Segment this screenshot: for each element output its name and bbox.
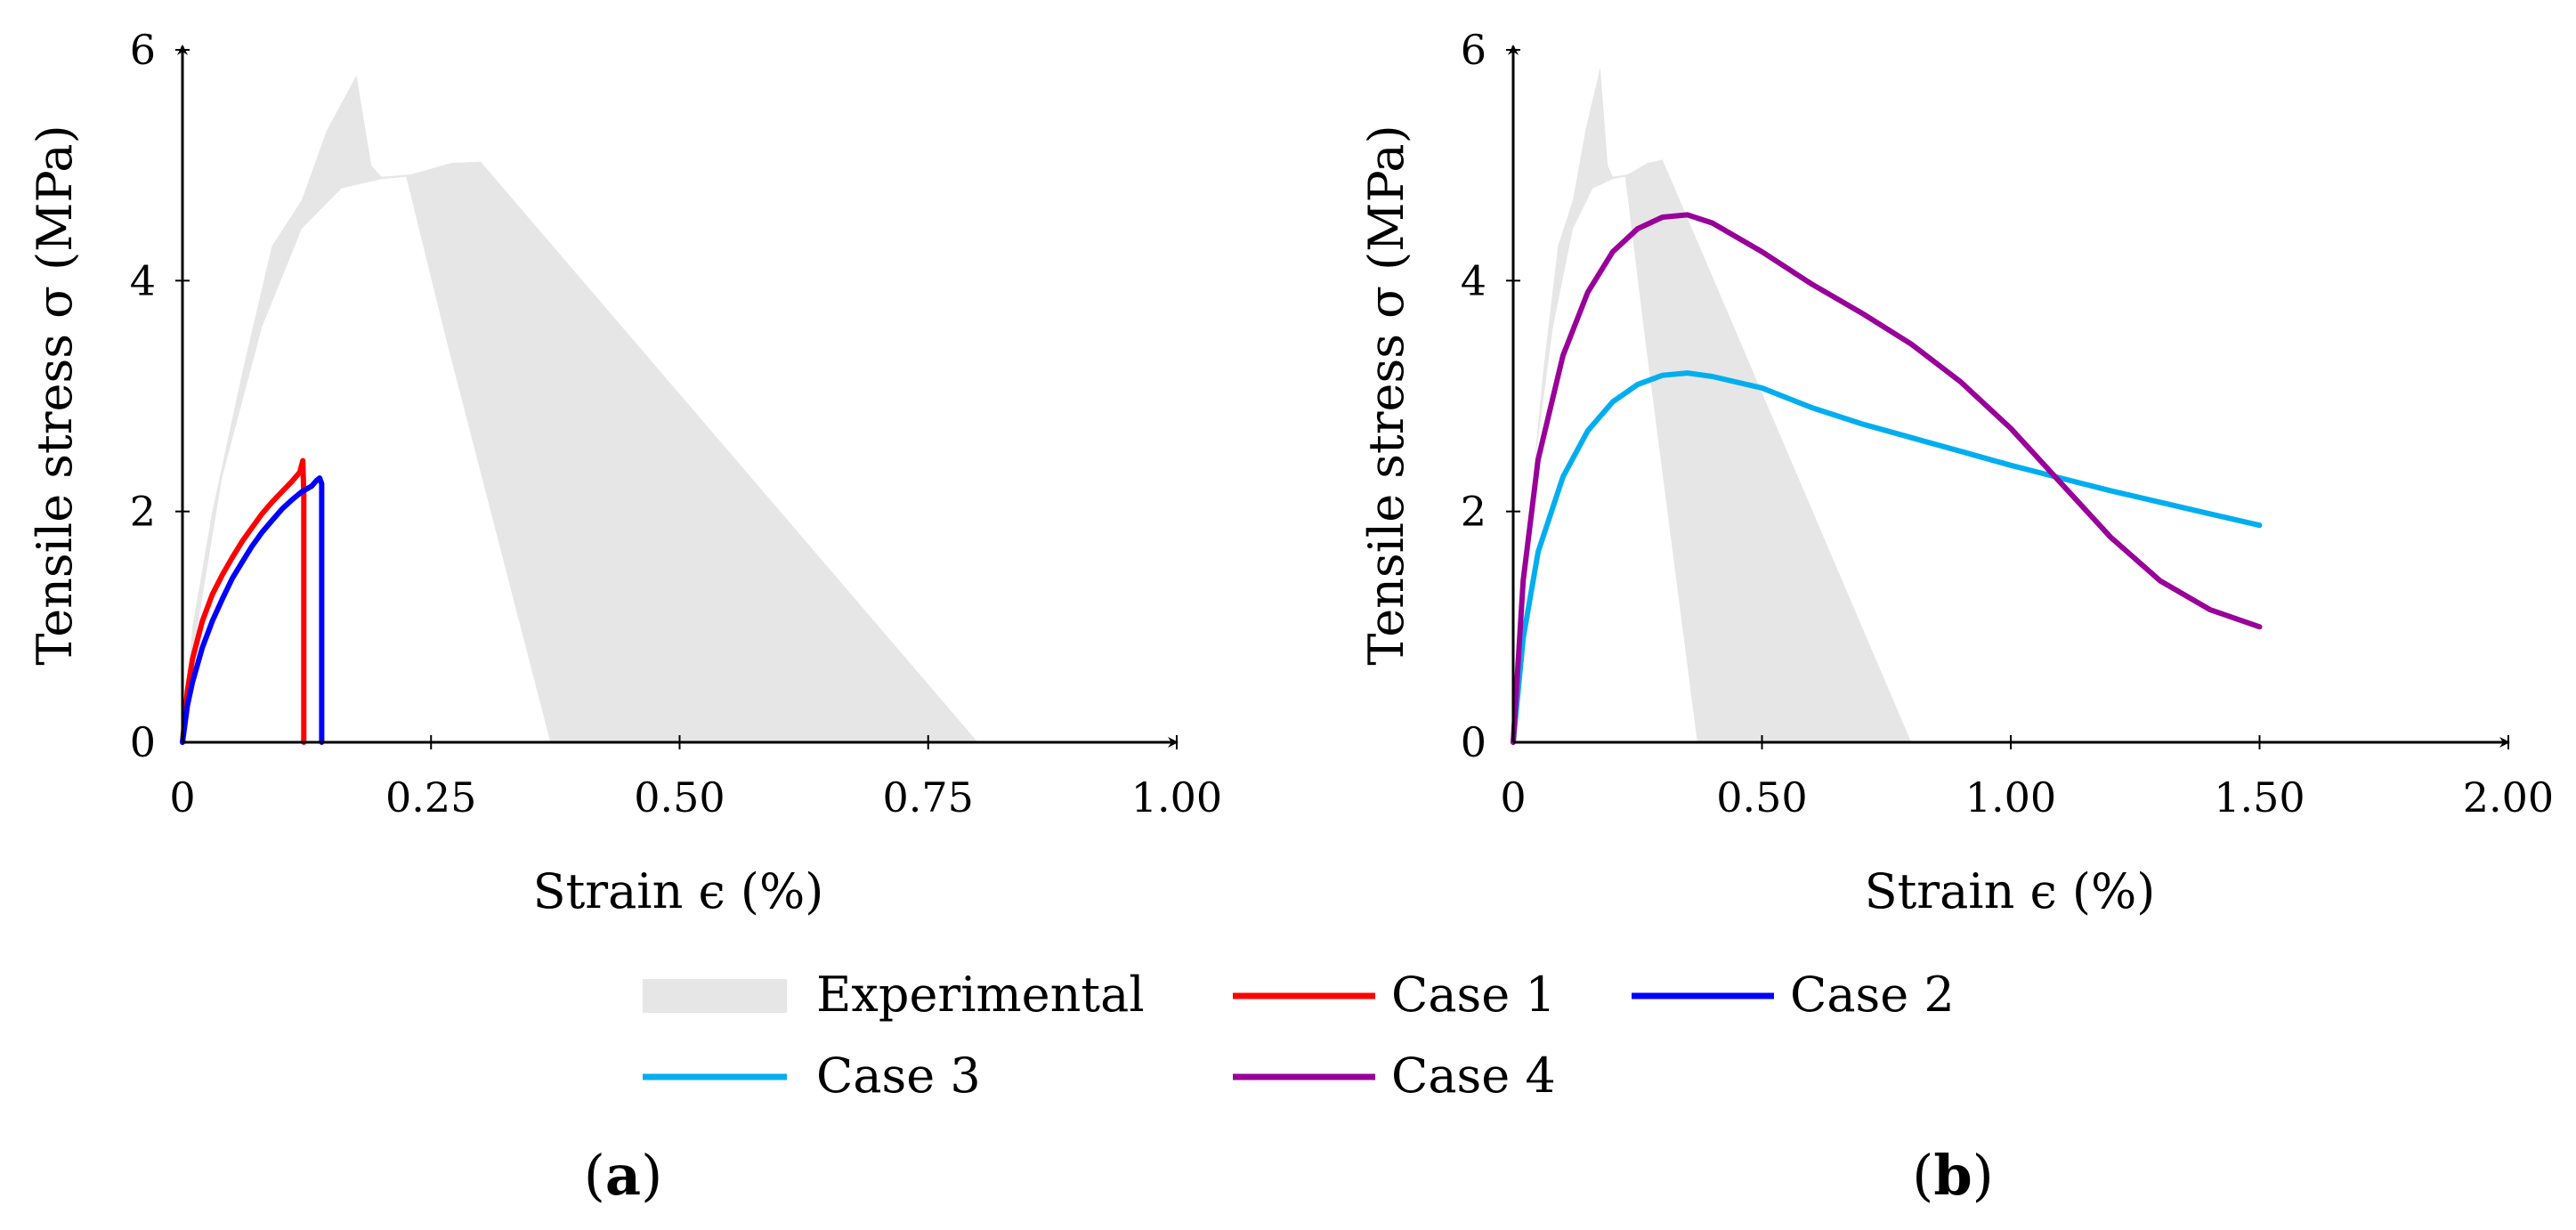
legend-label-experimental: Experimental <box>816 967 1145 1023</box>
panel-b-y-axis-title: Tensile stress σ (MPa) <box>1358 125 1414 665</box>
panel-b-x-tick-label: 0.50 <box>1716 773 1807 821</box>
panel-a-x-axis-title: Strain ϵ (%) <box>533 863 824 919</box>
legend: Experimental Case 1 Case 2 Case 3 Case 4 <box>643 967 1955 1104</box>
panel-a-label: (a) <box>584 1143 663 1208</box>
panel-b-series-group <box>1511 212 2263 745</box>
panel-b-x-tick-label: 1.50 <box>2214 773 2305 821</box>
panel-a-y-axis-title: Tensile stress σ (MPa) <box>27 125 83 665</box>
panel-a-x-tick-label: 0 <box>169 773 195 821</box>
panel-a-experimental-band-area <box>182 75 978 742</box>
panel-b-y-tick-label: 0 <box>1461 718 1486 766</box>
panel-a-chart: 0 0.25 0.50 0.75 1.00 0 2 4 6 Strain ϵ (%) Tensi… <box>27 26 1222 1208</box>
panel-b-x-tick-label: 1.00 <box>1965 773 2056 821</box>
panel-b-y-tick-label: 2 <box>1461 488 1486 536</box>
panel-a-x-tick-label: 0.50 <box>634 773 725 821</box>
panel-a-y-tick-label: 0 <box>130 718 156 766</box>
panel-a-experimental-band <box>182 75 978 742</box>
panel-a-label-letter: a <box>605 1143 641 1208</box>
panel-a-y-tick-label: 4 <box>130 256 156 304</box>
legend-swatch-experimental <box>643 979 787 1013</box>
panel-b-line-case-3 <box>1511 370 2263 745</box>
panel-b-label: (b) <box>1912 1143 1994 1208</box>
legend-label-case-4: Case 4 <box>1391 1048 1556 1104</box>
panel-a-y-tick-label: 6 <box>130 26 156 74</box>
panel-b-label-close: ) <box>1973 1143 1994 1208</box>
panel-a-line-case-1 <box>180 457 307 745</box>
panel-b-x-tick-label: 0 <box>1500 773 1526 821</box>
panel-a-line-case-2 <box>180 475 325 745</box>
panel-a-label-open: ( <box>584 1143 605 1208</box>
panel-b-line-case-4 <box>1511 212 2263 745</box>
panel-b-experimental-band <box>1513 67 1912 742</box>
panel-b-label-letter: b <box>1933 1143 1972 1208</box>
panel-b-experimental-band-area <box>1513 67 1912 742</box>
panel-a-ticks: 0 0.25 0.50 0.75 1.00 0 2 4 6 <box>130 26 1222 821</box>
panel-a-x-tick-label: 0.25 <box>385 773 476 821</box>
panel-b-chart: 0 0.50 1.00 1.50 2.00 0 2 4 6 Strain ϵ (%) Tensi… <box>1358 26 2554 1208</box>
panel-b-y-tick-label: 6 <box>1461 26 1486 74</box>
legend-label-case-1: Case 1 <box>1391 967 1556 1023</box>
panel-a-x-tick-label: 1.00 <box>1131 773 1222 821</box>
panel-a-series-group <box>180 457 325 745</box>
panel-b-ticks: 0 0.50 1.00 1.50 2.00 0 2 4 6 <box>1461 26 2554 821</box>
legend-label-case-2: Case 2 <box>1790 967 1955 1023</box>
panel-b-x-axis-title: Strain ϵ (%) <box>1865 863 2156 919</box>
panel-a-y-tick-label: 2 <box>130 488 156 536</box>
panel-b-x-tick-label: 2.00 <box>2463 773 2554 821</box>
panel-b-label-open: ( <box>1912 1143 1933 1208</box>
panel-b-y-tick-label: 4 <box>1461 256 1486 304</box>
panel-a-x-tick-label: 0.75 <box>883 773 974 821</box>
legend-label-case-3: Case 3 <box>816 1048 981 1104</box>
panel-a-label-close: ) <box>641 1143 662 1208</box>
